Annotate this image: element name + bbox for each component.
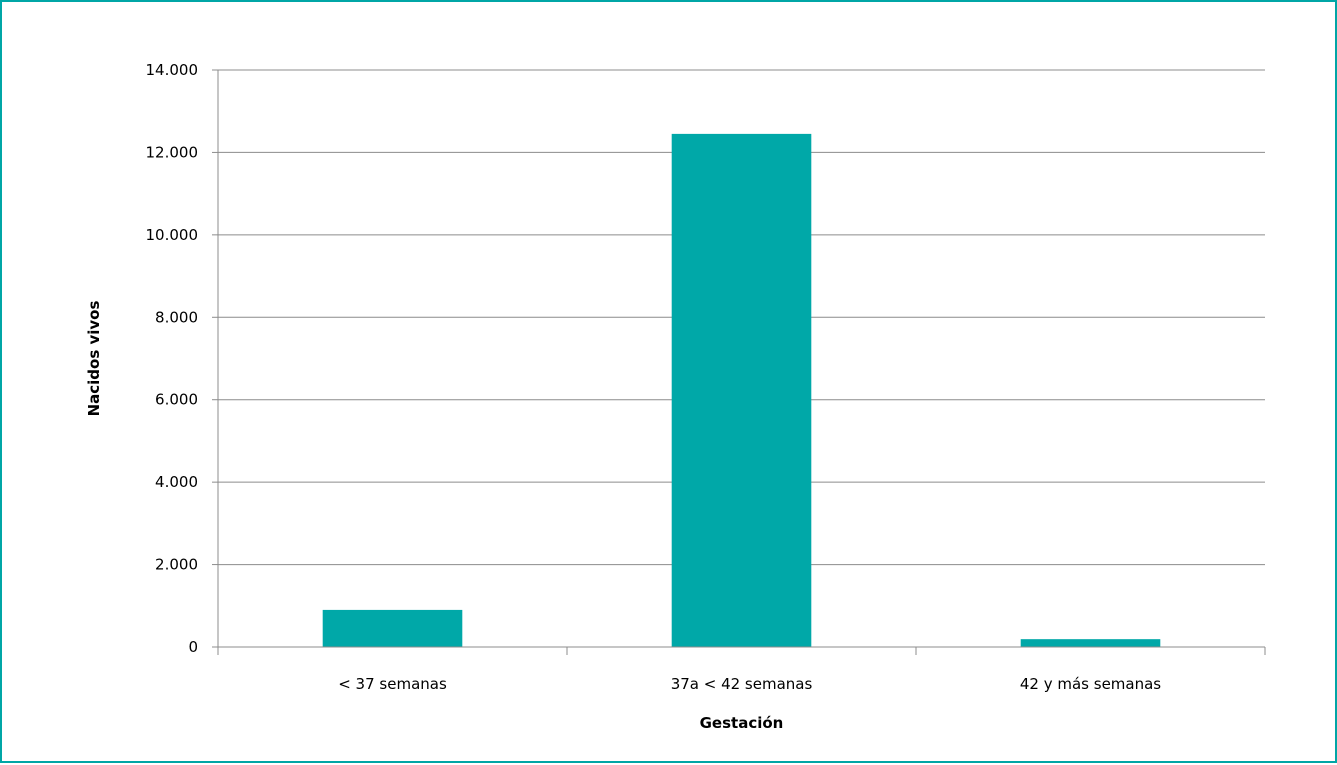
- bar: [671, 133, 812, 647]
- y-tick-label: 8.000: [155, 308, 198, 326]
- y-tick-label: 10.000: [146, 226, 199, 244]
- bar: [1020, 639, 1161, 647]
- x-tick-label: < 37 semanas: [338, 675, 447, 693]
- y-tick-label: 6.000: [155, 391, 198, 409]
- bars: [322, 133, 1161, 647]
- y-tick-label: 14.000: [146, 61, 199, 79]
- x-axis-title: Gestación: [700, 714, 784, 732]
- y-axis-title: Nacidos vivos: [85, 301, 103, 417]
- y-tick-label: 2.000: [155, 556, 198, 574]
- x-tick-labels: < 37 semanas 37a < 42 semanas 42 y más sem…: [338, 675, 1161, 693]
- y-tick-labels: 0 2.000 4.000 6.000 8.000 10.000 12.000 14.000: [146, 61, 199, 656]
- y-tick-label: 12.000: [146, 143, 199, 161]
- bar: [322, 609, 463, 647]
- x-tick-label: 42 y más semanas: [1020, 675, 1161, 693]
- x-tick-label: 37a < 42 semanas: [671, 675, 813, 693]
- y-tick-label: 4.000: [155, 473, 198, 491]
- y-tick-label: 0: [188, 638, 198, 656]
- axes: [212, 69, 1266, 655]
